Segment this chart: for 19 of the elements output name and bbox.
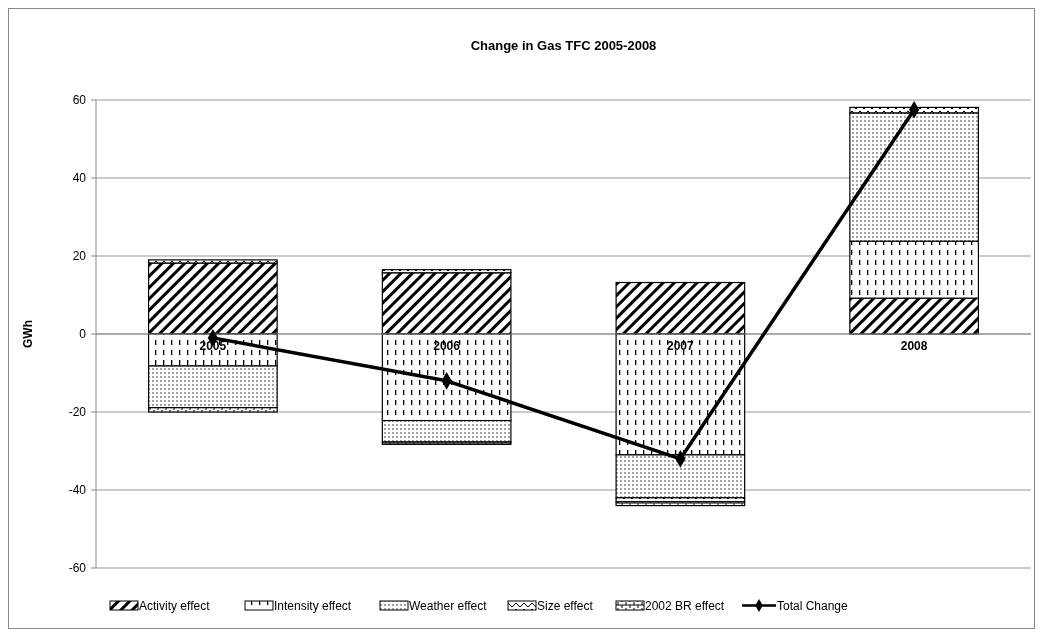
bar (615, 281, 746, 335)
legend-label: Activity effect (139, 599, 211, 613)
y-tick-label: 60 (72, 93, 87, 107)
legend-label: Intensity effect (274, 599, 352, 613)
y-tick-label: 40 (72, 171, 87, 185)
chart-title: Change in Gas TFC 2005-2008 (470, 38, 657, 53)
y-tick-label: -20 (68, 405, 87, 419)
legend-label: Weather effect (409, 599, 488, 613)
y-tick-label: 0 (79, 327, 87, 341)
legend-label: Total Change (777, 599, 849, 613)
legend-label: 2002 BR effect (645, 599, 725, 613)
legend-label: Size effect (537, 599, 594, 613)
y-tick-label: 20 (72, 249, 87, 263)
y-tick-label: -60 (68, 561, 87, 575)
bar (381, 272, 512, 335)
x-tick-label: 2008 (900, 339, 928, 353)
y-tick-label: -40 (68, 483, 87, 497)
y-axis-title: GWh (21, 320, 35, 348)
bar (615, 501, 746, 507)
